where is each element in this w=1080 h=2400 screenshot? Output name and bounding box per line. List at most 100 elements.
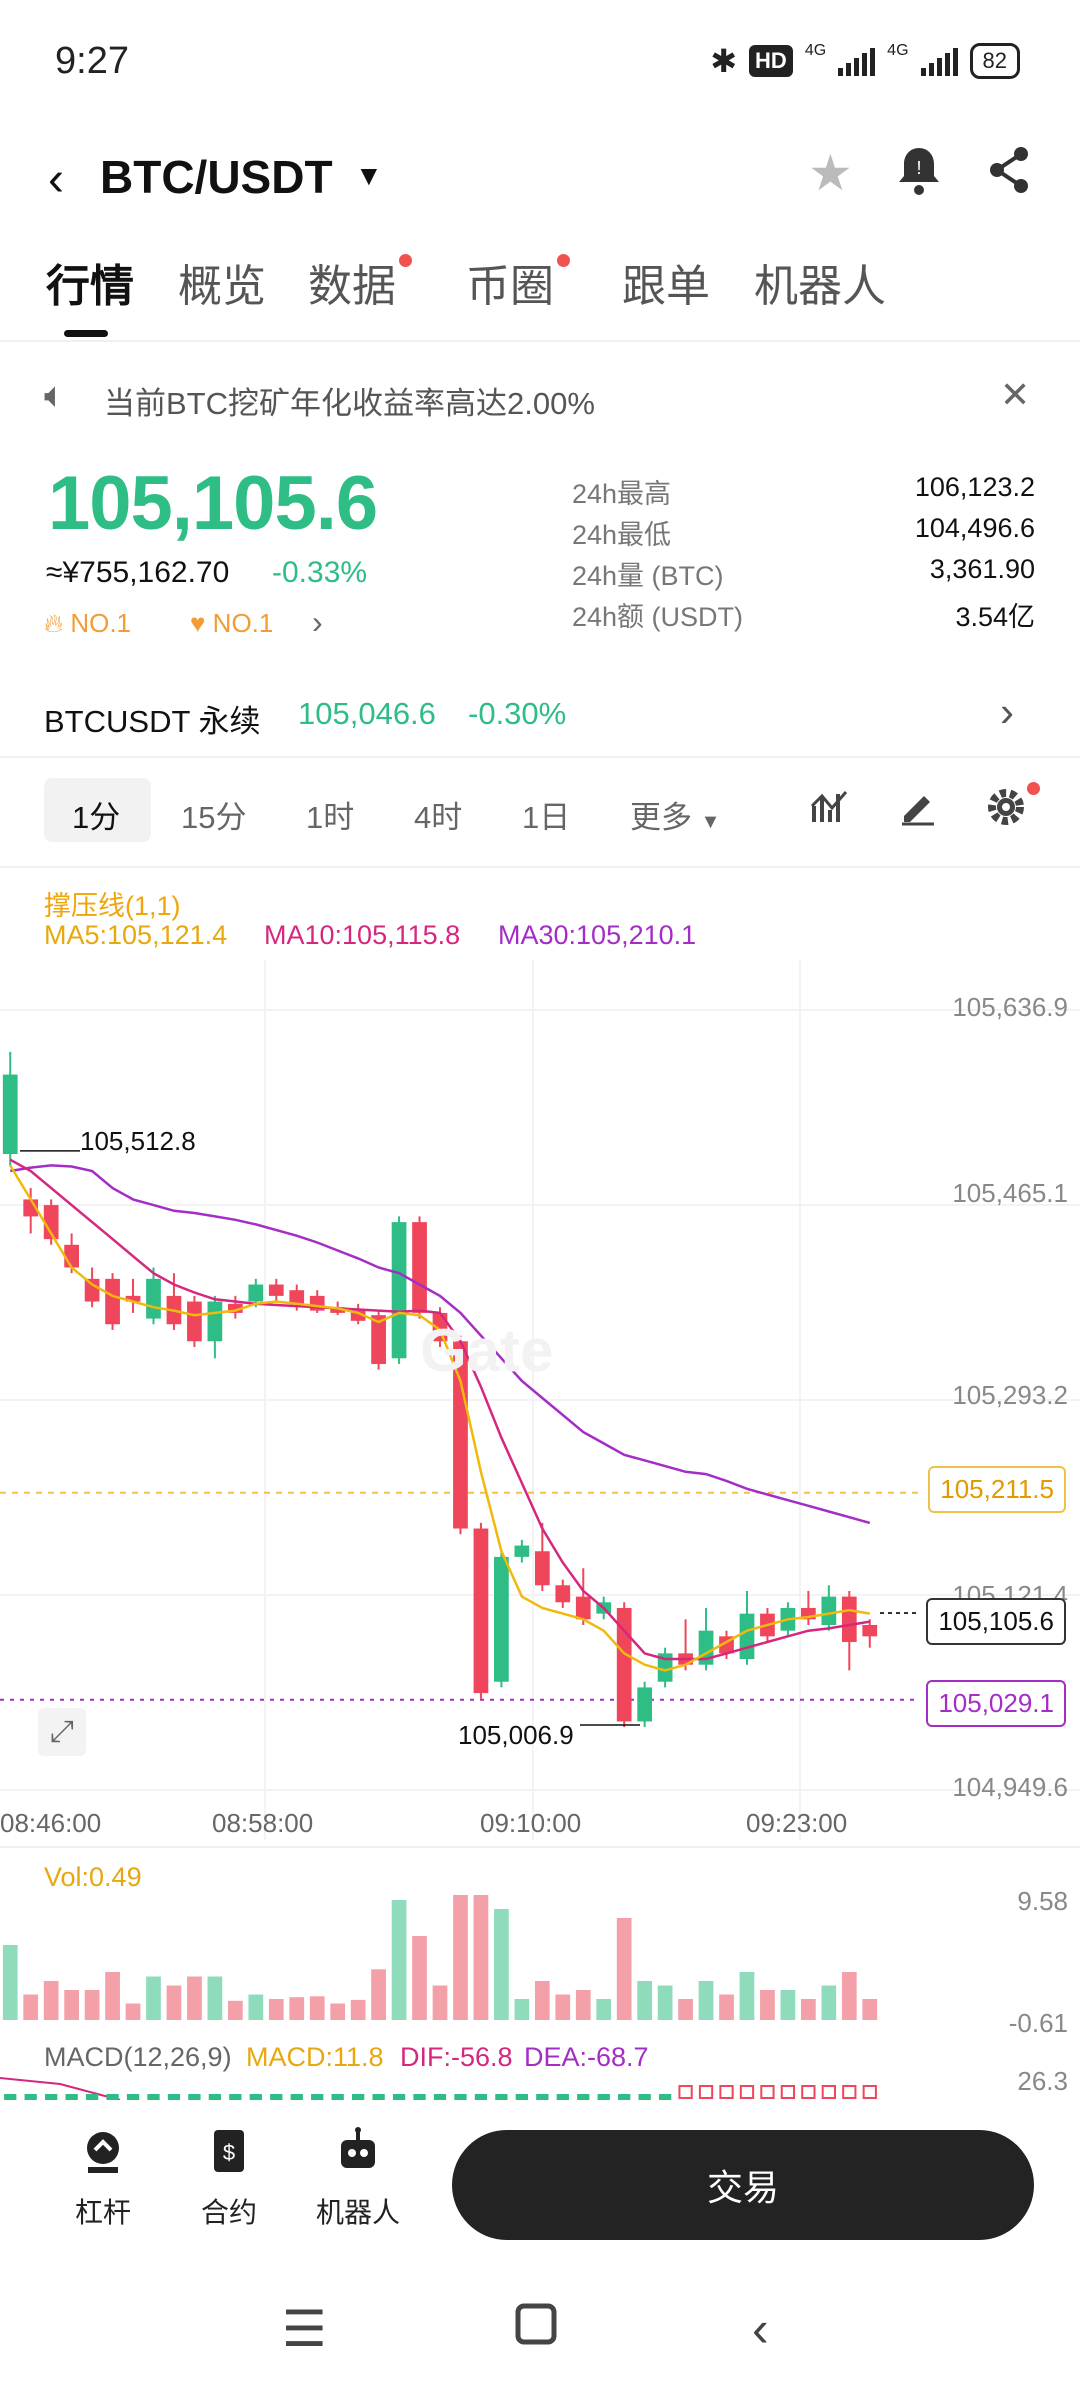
menu-icon[interactable]: ☰ xyxy=(282,2301,327,2357)
volume-bar xyxy=(330,2003,346,2020)
indicator-icon[interactable] xyxy=(810,786,850,836)
network-4g-label: 4G xyxy=(804,42,827,59)
candle-body xyxy=(862,1624,878,1637)
rank-fav[interactable]: ♥ NO.1 xyxy=(190,608,273,639)
ma5-legend: MA5:105,121.4 xyxy=(44,920,228,950)
candle-body xyxy=(391,1222,407,1359)
macd-bar xyxy=(413,2094,426,2100)
tab-market[interactable]: 行情 xyxy=(46,250,134,314)
macd-dea: DEA:-68.7 xyxy=(524,2042,649,2072)
resistance-tag: 105,211.5 xyxy=(928,1466,1066,1513)
macd-bar xyxy=(678,2085,693,2099)
volume-bar xyxy=(166,1985,182,2020)
x-axis-label: 09:23:00 xyxy=(746,1808,848,1838)
perpetual-price: 105,046.6 xyxy=(298,696,436,731)
tab-label: 机器人 xyxy=(754,262,886,311)
star-icon[interactable]: ★ xyxy=(808,145,853,201)
volume-bar xyxy=(43,1981,59,2020)
back-icon[interactable]: ‹ xyxy=(48,153,64,206)
tab-bot[interactable]: 机器人 xyxy=(754,250,886,314)
volume-bar xyxy=(739,1972,755,2020)
volume-bar xyxy=(821,1985,837,2020)
header: ‹ BTC/USDT ▼ ★ ! xyxy=(0,120,1080,240)
settings-gear-icon[interactable] xyxy=(985,782,1040,838)
candle-body xyxy=(514,1545,530,1557)
back-nav-icon[interactable]: ‹ xyxy=(752,2301,769,2357)
trade-button[interactable]: 交易 xyxy=(452,2130,1034,2240)
notice-banner[interactable]: 🔈︎ 当前BTC挖矿年化收益率高达2.00% ✕ xyxy=(0,360,1080,430)
candle-body xyxy=(412,1222,427,1313)
rank-label: NO.1 xyxy=(70,608,132,638)
tab-circle[interactable]: 币圈 xyxy=(466,250,570,314)
interval-1m[interactable]: 1分 xyxy=(72,800,121,835)
candle-body xyxy=(555,1585,571,1603)
macd-bar xyxy=(126,2094,140,2100)
volume-bar xyxy=(494,1909,509,2020)
home-icon[interactable] xyxy=(514,2300,558,2358)
macd-bar xyxy=(331,2094,344,2100)
interval-15m[interactable]: 15分 xyxy=(181,800,247,835)
nav-robot[interactable]: 机器人 xyxy=(303,2126,413,2231)
ma10-line xyxy=(9,1158,871,1661)
chevron-right-icon[interactable]: › xyxy=(312,604,323,640)
macd-bar xyxy=(45,2094,58,2100)
interval-1h[interactable]: 1时 xyxy=(306,800,355,835)
stat-value: 3,361.90 xyxy=(929,554,1035,584)
share-icon[interactable] xyxy=(985,144,1033,208)
macd-bar xyxy=(536,2094,549,2100)
nav-leverage[interactable]: 杠杆 xyxy=(48,2126,158,2231)
watermark: Gate xyxy=(420,1317,554,1384)
volume-bar xyxy=(657,1985,673,2020)
interval-active-bg xyxy=(44,778,151,842)
rank-label: NO.1 xyxy=(212,608,274,638)
caret-down-icon[interactable]: ▼ xyxy=(355,160,383,191)
notification-dot xyxy=(399,254,412,267)
tab-bar: 行情 概览 数据 币圈 跟单 机器人 xyxy=(0,250,1080,345)
candle-body xyxy=(657,1653,673,1682)
ma30-line xyxy=(9,1164,871,1525)
volume-bar xyxy=(2,1945,18,2020)
tab-overview[interactable]: 概览 xyxy=(178,250,266,314)
draw-pen-icon[interactable] xyxy=(898,786,938,836)
chevron-right-icon[interactable]: › xyxy=(1000,688,1014,735)
nav-label: 合约 xyxy=(200,2197,257,2228)
close-icon[interactable]: ✕ xyxy=(1000,374,1031,415)
volume-bar xyxy=(596,1999,612,2020)
rank-hot[interactable]: 🔥︎ NO.1 xyxy=(44,608,131,640)
svg-text:$: $ xyxy=(223,2140,235,2165)
divider xyxy=(0,1846,1080,1848)
more-label: 更多 xyxy=(630,800,692,835)
perpetual-percent: -0.30% xyxy=(468,696,567,731)
volume-bar xyxy=(780,1990,796,2020)
candle-body xyxy=(2,1074,18,1155)
nav-contract[interactable]: $ 合约 xyxy=(174,2126,284,2231)
tab-data[interactable]: 数据 xyxy=(308,250,412,314)
stat-value: 104,496.6 xyxy=(914,513,1035,543)
macd-bar xyxy=(229,2094,242,2100)
bell-icon[interactable]: ! xyxy=(895,144,943,208)
volume-bar xyxy=(227,2000,243,2020)
volume-bar xyxy=(453,1895,468,2020)
y-axis-label: 105,636.9 xyxy=(952,992,1068,1022)
volume-y-label: 9.58 xyxy=(1017,1886,1068,1916)
pair-title[interactable]: BTC/USDT xyxy=(100,151,333,203)
y-axis-label: 104,949.6 xyxy=(952,1772,1068,1802)
stat-label: 24h量 (BTC) xyxy=(572,561,724,591)
expand-icon[interactable]: ⤢ xyxy=(38,1708,86,1756)
candle-body xyxy=(841,1596,857,1643)
interval-4h[interactable]: 4时 xyxy=(414,800,463,835)
macd-dif: DIF:-56.8 xyxy=(400,2042,513,2072)
tab-copy-trade[interactable]: 跟单 xyxy=(622,250,710,314)
candle-body xyxy=(637,1687,653,1722)
interval-1d[interactable]: 1日 xyxy=(522,800,571,835)
battery-icon: 82 xyxy=(969,43,1020,79)
interval-more[interactable]: 更多 ▼ xyxy=(630,792,720,837)
candlestick-chart[interactable] xyxy=(0,960,1080,1840)
volume-bar xyxy=(678,1999,693,2020)
volume-bar xyxy=(575,1990,591,2020)
divider xyxy=(0,866,1080,868)
macd-bar xyxy=(249,2094,262,2100)
x-axis-label: 08:46:00 xyxy=(0,1808,102,1838)
macd-bar xyxy=(577,2094,590,2100)
last-price-tag: 105,105.6 xyxy=(926,1598,1066,1645)
